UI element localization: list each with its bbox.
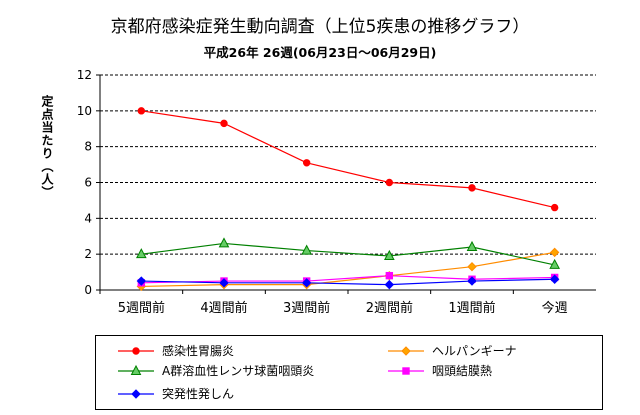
x-tick-label: 2週間前 — [366, 300, 413, 316]
x-tick-label: 5週間前 — [118, 300, 165, 316]
legend-label: A群溶血性レンサ球菌咽頭炎 — [162, 364, 315, 378]
y-tick-label: 6 — [84, 176, 92, 190]
data-point-s3 — [466, 240, 478, 251]
data-point-s5 — [549, 274, 560, 284]
legend-marker — [388, 346, 424, 356]
data-point-s5 — [467, 276, 477, 286]
y-tick-label: 12 — [77, 68, 92, 82]
legend-label: ヘルパンギーナ — [432, 344, 517, 358]
legend-marker — [118, 389, 154, 399]
chart-subtitle: 平成26年 26週(06月23日～06月29日) — [203, 45, 437, 60]
data-point-s3 — [301, 244, 312, 255]
legend-marker — [388, 367, 424, 375]
x-tick-label: 1週間前 — [448, 300, 495, 316]
data-point-s2 — [467, 262, 477, 272]
legend-marker — [118, 347, 154, 355]
series-line-2 — [141, 251, 555, 288]
data-point-s1 — [550, 203, 559, 212]
series-line-3 — [141, 242, 555, 266]
data-point-s2 — [549, 247, 560, 258]
x-tick-label: 3週間前 — [283, 300, 330, 316]
y-tick-label: 10 — [77, 104, 92, 118]
legend: 感染性胃腸炎 ヘルパンギーナ A群溶血性レンサ球菌咽頭炎 咽頭結膜熱突発性発しん — [95, 335, 603, 410]
data-point-s4 — [385, 271, 394, 280]
data-point-s3 — [549, 258, 560, 269]
series-line-4 — [141, 275, 555, 284]
series-line-1 — [141, 110, 555, 209]
data-point-s1 — [302, 159, 311, 167]
data-point-s3 — [218, 237, 230, 248]
legend-label: 感染性胃腸炎 — [162, 344, 235, 358]
data-point-s1 — [385, 178, 394, 187]
line-chart: 0 2 4 6 8 10 12 5週間前 4週間前 3週間前 2週間前 1週間前 今週 — [77, 68, 596, 316]
y-axis-label: 定点当たり（人） — [40, 95, 54, 199]
legend-label: 突発性発しん — [162, 387, 235, 401]
chart-title: 京都府感染症発生動向調査（上位5疾患の推移グラフ） — [110, 17, 530, 37]
data-point-s1 — [137, 107, 146, 115]
y-tick-label: 4 — [84, 211, 92, 225]
data-point-s5 — [384, 279, 395, 290]
y-tick-label: 8 — [84, 140, 92, 154]
data-point-s1 — [220, 119, 228, 128]
legend-label: 咽頭結膜熱 — [432, 364, 493, 378]
y-tick-label: 0 — [84, 283, 92, 297]
data-point-s5 — [219, 278, 229, 288]
data-point-s5 — [301, 278, 312, 288]
y-tick-label: 2 — [84, 247, 92, 261]
x-tick-label: 4週間前 — [200, 300, 247, 316]
data-point-s1 — [468, 184, 476, 192]
x-tick-label: 今週 — [542, 300, 568, 316]
data-point-s5 — [136, 276, 147, 286]
data-point-s3 — [136, 248, 147, 259]
series-line-5 — [141, 278, 555, 286]
data-point-s3 — [384, 249, 395, 260]
legend-marker — [118, 364, 154, 375]
